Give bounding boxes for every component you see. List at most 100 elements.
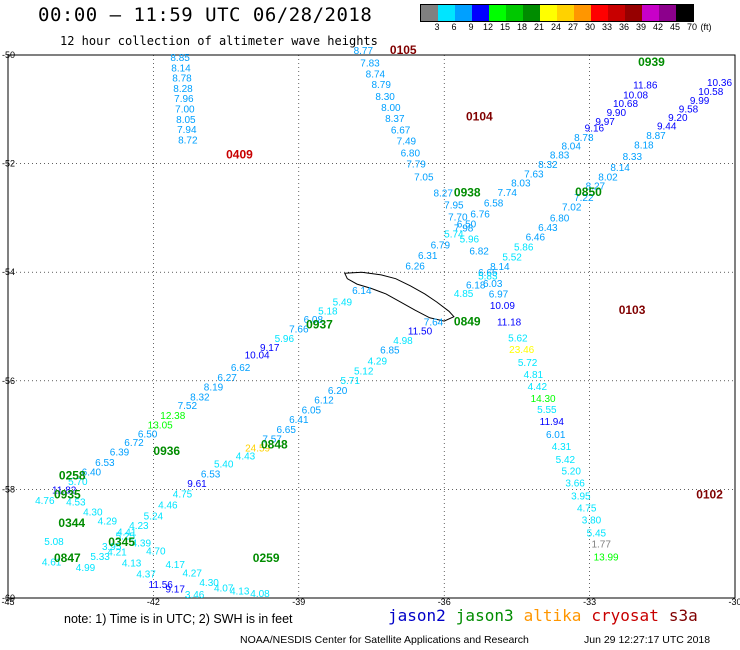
- colorbar-swatch: [421, 5, 438, 21]
- credit-line: NOAA/NESDIS Center for Satellite Applica…: [240, 634, 529, 646]
- swh-value-label: 4.08: [250, 589, 270, 600]
- swh-value-label: 4.46: [158, 500, 178, 511]
- colorbar-swatch: [540, 5, 557, 21]
- swh-value-label: 4.31: [552, 442, 572, 453]
- pass-time-label: 0847: [54, 551, 81, 565]
- south-georgia-coastline: [344, 271, 455, 322]
- swh-value-label: 8.04: [561, 142, 581, 153]
- swh-value-label: 6.65: [276, 425, 296, 436]
- swh-value-label: 5.25: [116, 531, 136, 542]
- swh-value-label: 4.13: [122, 559, 142, 570]
- swh-value-label: 8.85: [170, 53, 190, 64]
- swh-value-label: 6.62: [231, 363, 251, 374]
- pass-time-label: 0105: [390, 43, 417, 57]
- swh-value-label: 8.02: [598, 172, 618, 183]
- map-frame: [7, 54, 736, 599]
- lon-tick-label: -45: [1, 597, 14, 605]
- swh-value-label: 7.66: [289, 325, 309, 336]
- swh-value-label: 24.59: [245, 443, 270, 454]
- swh-value-label: 5.71: [340, 376, 360, 387]
- swh-value-label: 4.75: [173, 490, 193, 501]
- swh-value-label: 4.42: [528, 382, 548, 393]
- swh-value-label: 9.44: [657, 121, 677, 132]
- swh-value-label: 5.55: [537, 405, 557, 416]
- swh-value-label: 4.76: [35, 496, 55, 507]
- swh-value-label: 6.27: [217, 373, 237, 384]
- swh-value-label: 4.75: [577, 504, 597, 515]
- swh-value-label: 5.40: [214, 460, 234, 471]
- swh-value-label: 11.56: [149, 580, 174, 591]
- swh-value-label: 8.33: [623, 152, 643, 163]
- swh-value-label: 7.22: [574, 193, 594, 204]
- swh-value-label: 6.80: [401, 149, 421, 160]
- swh-value-label: 4.53: [66, 498, 86, 509]
- swh-value-label: 10.58: [698, 87, 723, 98]
- colorbar-label: 39: [635, 22, 647, 32]
- pass-time-label: 0102: [696, 488, 723, 502]
- swh-value-label: 8.14: [610, 163, 630, 174]
- pass-time-label: 0103: [619, 303, 646, 317]
- pass-time-label: 0344: [58, 516, 85, 530]
- swh-value-label: 4.21: [107, 548, 127, 559]
- swh-value-label: 9.90: [607, 108, 627, 119]
- colorbar-label: 45: [669, 22, 681, 32]
- swh-value-label: 8.19: [204, 383, 224, 394]
- swh-value-label: 13.99: [594, 553, 619, 564]
- satellite-legend: jason2 jason3 altika cryosat s3a: [388, 606, 708, 625]
- lon-tick-label: -39: [292, 597, 305, 605]
- swh-value-label: 6.12: [314, 396, 334, 407]
- swh-value-label: 5.49: [333, 297, 353, 308]
- swh-value-label: 9.58: [679, 105, 699, 116]
- colorbar-swatch: [642, 5, 659, 21]
- swh-value-label: 6.50: [457, 220, 477, 231]
- colorbar-label: 6: [451, 22, 457, 32]
- swh-value-label: 7.57: [262, 435, 282, 446]
- swh-value-label: 6.53: [95, 458, 115, 469]
- swh-value-label: 3.95: [571, 492, 591, 503]
- colorbar-label: 30: [584, 22, 596, 32]
- swh-value-label: 6.26: [405, 262, 425, 273]
- swh-value-label: 8.72: [178, 136, 198, 147]
- swh-value-label: 4.30: [199, 578, 219, 589]
- swh-value-label: 8.28: [173, 84, 193, 95]
- swh-value-label: 8.30: [375, 92, 395, 103]
- swh-value-label: 4.81: [524, 370, 544, 381]
- swh-value-label: 7.94: [177, 125, 197, 136]
- swh-value-label: 5.86: [514, 243, 534, 254]
- colorbar-unit: (ft): [700, 22, 712, 32]
- swh-value-label: 9.97: [595, 117, 615, 128]
- swh-value-label: 8.87: [646, 131, 666, 142]
- swh-value-label: 10.04: [245, 351, 270, 362]
- swh-value-label: 7.96: [174, 94, 194, 105]
- swh-value-label: 3.46: [185, 590, 205, 601]
- swh-value-label: 9.17: [260, 343, 280, 354]
- swh-value-label: 6.76: [470, 209, 490, 220]
- pass-time-label: 0258: [59, 469, 86, 483]
- pass-time-label: 0937: [306, 318, 333, 332]
- swh-value-label: 4.41: [117, 528, 137, 539]
- swh-value-label: 6.03: [483, 279, 503, 290]
- lat-tick-label: -60: [2, 593, 15, 603]
- lon-tick-label: -33: [583, 597, 596, 605]
- colorbar-swatch: [489, 5, 506, 21]
- pass-time-label: 0849: [454, 314, 481, 328]
- swh-value-label: 4.70: [146, 547, 166, 558]
- swh-value-label: 6.80: [550, 214, 570, 225]
- colorbar-label: 12: [482, 22, 494, 32]
- swh-value-label: 5.74: [444, 229, 464, 240]
- swh-value-label: 5.42: [556, 455, 576, 466]
- swh-value-label: 8.32: [190, 392, 210, 403]
- colorbar-label: 18: [516, 22, 528, 32]
- swh-value-label: 5.96: [460, 234, 480, 245]
- legend-cryosat: cryosat: [591, 606, 659, 625]
- swh-value-label: 8.03: [511, 178, 531, 189]
- swh-value-label: 6.79: [431, 240, 451, 251]
- colorbar-swatch: [557, 5, 574, 21]
- swh-value-label: 4.23: [129, 521, 149, 532]
- swh-value-label: 8.18: [634, 140, 654, 151]
- swh-value-label: 6.65: [478, 268, 498, 279]
- lon-tick-label: -36: [438, 597, 451, 605]
- lat-tick-label: -56: [2, 376, 15, 386]
- map-title: 00:00 – 11:59 UTC 06/28/2018: [38, 4, 373, 26]
- pass-time-label: 0935: [54, 488, 81, 502]
